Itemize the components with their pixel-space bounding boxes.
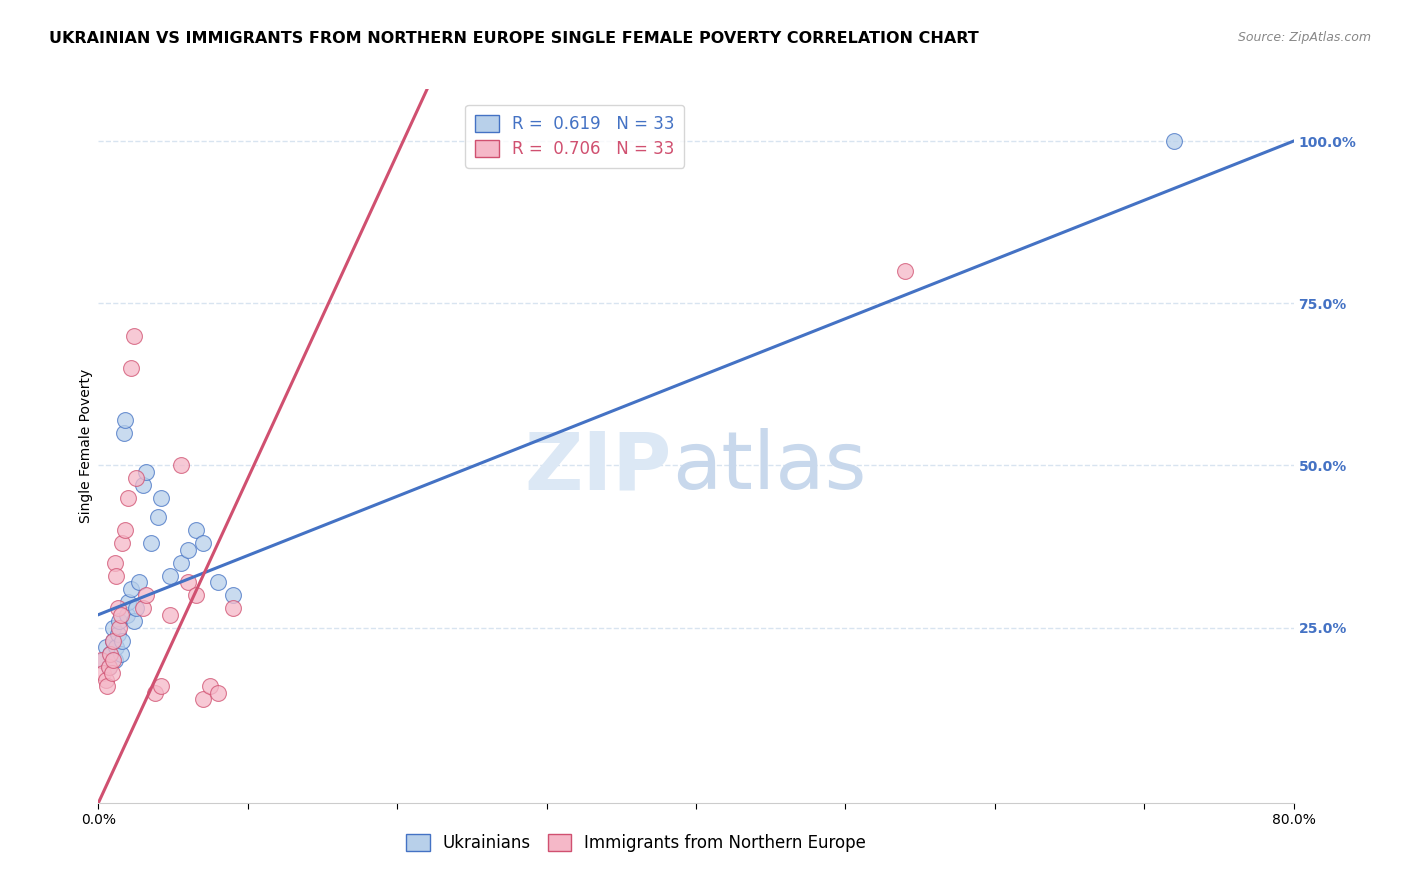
Point xyxy=(108,621,131,635)
Point xyxy=(104,653,127,667)
Point xyxy=(143,685,166,699)
Point xyxy=(104,556,127,570)
Point xyxy=(132,478,155,492)
Point xyxy=(159,607,181,622)
Point xyxy=(1163,134,1185,148)
Point xyxy=(97,659,120,673)
Point xyxy=(94,673,117,687)
Point xyxy=(207,575,229,590)
Point xyxy=(110,607,132,622)
Point xyxy=(98,647,122,661)
Point xyxy=(132,601,155,615)
Point xyxy=(128,575,150,590)
Text: UKRAINIAN VS IMMIGRANTS FROM NORTHERN EUROPE SINGLE FEMALE POVERTY CORRELATION C: UKRAINIAN VS IMMIGRANTS FROM NORTHERN EU… xyxy=(49,31,979,46)
Point xyxy=(98,647,122,661)
Point xyxy=(103,633,125,648)
Point xyxy=(150,679,173,693)
Y-axis label: Single Female Poverty: Single Female Poverty xyxy=(79,369,93,523)
Point xyxy=(90,653,112,667)
Point xyxy=(117,595,139,609)
Point xyxy=(139,536,162,550)
Point xyxy=(184,524,207,538)
Point xyxy=(169,458,191,473)
Point xyxy=(114,413,136,427)
Point xyxy=(222,588,245,602)
Point xyxy=(894,264,917,278)
Point xyxy=(103,621,125,635)
Point xyxy=(184,588,207,602)
Point xyxy=(177,575,200,590)
Point xyxy=(169,556,191,570)
Point xyxy=(111,536,134,550)
Point xyxy=(91,666,114,681)
Point xyxy=(114,524,136,538)
Point xyxy=(107,627,129,641)
Point xyxy=(120,582,142,596)
Point xyxy=(150,491,173,505)
Point xyxy=(159,568,181,582)
Point xyxy=(105,568,128,582)
Point xyxy=(91,653,114,667)
Point xyxy=(148,510,170,524)
Point xyxy=(115,607,138,622)
Point xyxy=(94,640,117,654)
Point xyxy=(207,685,229,699)
Point xyxy=(103,633,125,648)
Point xyxy=(222,601,245,615)
Point xyxy=(200,679,222,693)
Point xyxy=(97,659,120,673)
Point xyxy=(111,633,134,648)
Point xyxy=(101,666,124,681)
Point xyxy=(125,471,148,485)
Point xyxy=(191,692,214,706)
Point xyxy=(135,588,157,602)
Point xyxy=(177,542,200,557)
Point xyxy=(125,601,148,615)
Text: ZIP: ZIP xyxy=(524,428,672,507)
Point xyxy=(191,536,214,550)
Point xyxy=(108,614,131,628)
Point xyxy=(96,679,118,693)
Point xyxy=(124,328,146,343)
Point xyxy=(105,640,128,654)
Legend: Ukrainians, Immigrants from Northern Europe: Ukrainians, Immigrants from Northern Eur… xyxy=(399,827,873,859)
Point xyxy=(120,361,142,376)
Point xyxy=(112,425,135,440)
Point xyxy=(124,614,146,628)
Point xyxy=(107,601,129,615)
Text: atlas: atlas xyxy=(672,428,866,507)
Point xyxy=(103,653,125,667)
Point xyxy=(110,647,132,661)
Text: Source: ZipAtlas.com: Source: ZipAtlas.com xyxy=(1237,31,1371,45)
Point xyxy=(135,465,157,479)
Point xyxy=(117,491,139,505)
